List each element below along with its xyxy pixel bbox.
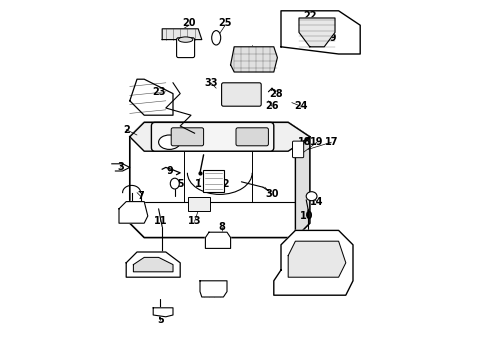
Ellipse shape	[159, 135, 180, 149]
FancyBboxPatch shape	[221, 83, 261, 106]
Text: 7: 7	[137, 191, 144, 201]
Text: 29: 29	[323, 33, 336, 43]
Text: 6: 6	[217, 130, 223, 140]
Polygon shape	[205, 232, 231, 248]
Text: 27: 27	[231, 92, 245, 102]
Text: 33: 33	[204, 78, 218, 88]
Text: 10: 10	[299, 211, 313, 221]
FancyBboxPatch shape	[151, 122, 274, 151]
FancyBboxPatch shape	[171, 128, 204, 146]
Text: 4: 4	[211, 288, 218, 298]
Text: 3: 3	[118, 162, 124, 172]
Text: 28: 28	[269, 89, 282, 99]
Polygon shape	[130, 122, 310, 238]
Text: 19: 19	[310, 137, 324, 147]
Text: 1: 1	[195, 179, 201, 189]
Polygon shape	[126, 252, 180, 277]
Polygon shape	[288, 241, 346, 277]
Text: 23: 23	[152, 87, 165, 97]
FancyBboxPatch shape	[293, 141, 304, 158]
Polygon shape	[133, 257, 173, 272]
Text: 31: 31	[247, 60, 261, 70]
Text: 20: 20	[182, 18, 196, 28]
Text: 13: 13	[188, 216, 201, 226]
Polygon shape	[295, 137, 310, 238]
Text: 12: 12	[217, 179, 230, 189]
Polygon shape	[130, 122, 310, 151]
Text: 8: 8	[218, 222, 225, 232]
Polygon shape	[274, 230, 353, 295]
Polygon shape	[130, 79, 173, 115]
FancyBboxPatch shape	[189, 197, 210, 211]
Polygon shape	[200, 281, 227, 297]
Text: 17: 17	[325, 137, 338, 147]
Text: 15: 15	[172, 179, 185, 189]
Polygon shape	[231, 47, 277, 72]
Text: 18: 18	[297, 137, 311, 147]
Text: 9: 9	[166, 166, 173, 176]
Text: 21: 21	[177, 47, 191, 57]
Text: 34: 34	[240, 135, 253, 145]
Text: 5: 5	[157, 315, 164, 325]
Text: 2: 2	[123, 125, 129, 135]
Text: 22: 22	[303, 11, 317, 21]
Ellipse shape	[171, 178, 179, 189]
Text: 25: 25	[219, 18, 232, 28]
Text: 11: 11	[154, 216, 167, 226]
Ellipse shape	[212, 31, 220, 45]
Text: 16: 16	[128, 211, 142, 221]
Polygon shape	[299, 18, 335, 47]
Text: 14: 14	[310, 197, 324, 207]
Text: 30: 30	[265, 189, 279, 199]
Ellipse shape	[178, 37, 193, 42]
Polygon shape	[281, 11, 360, 54]
Text: 26: 26	[265, 101, 279, 111]
Polygon shape	[153, 308, 173, 317]
FancyBboxPatch shape	[176, 38, 195, 58]
Text: 32: 32	[245, 47, 259, 57]
FancyBboxPatch shape	[203, 170, 224, 192]
Text: 24: 24	[294, 101, 308, 111]
Polygon shape	[162, 29, 202, 40]
Ellipse shape	[306, 192, 317, 201]
Polygon shape	[119, 202, 148, 223]
FancyBboxPatch shape	[236, 128, 269, 146]
